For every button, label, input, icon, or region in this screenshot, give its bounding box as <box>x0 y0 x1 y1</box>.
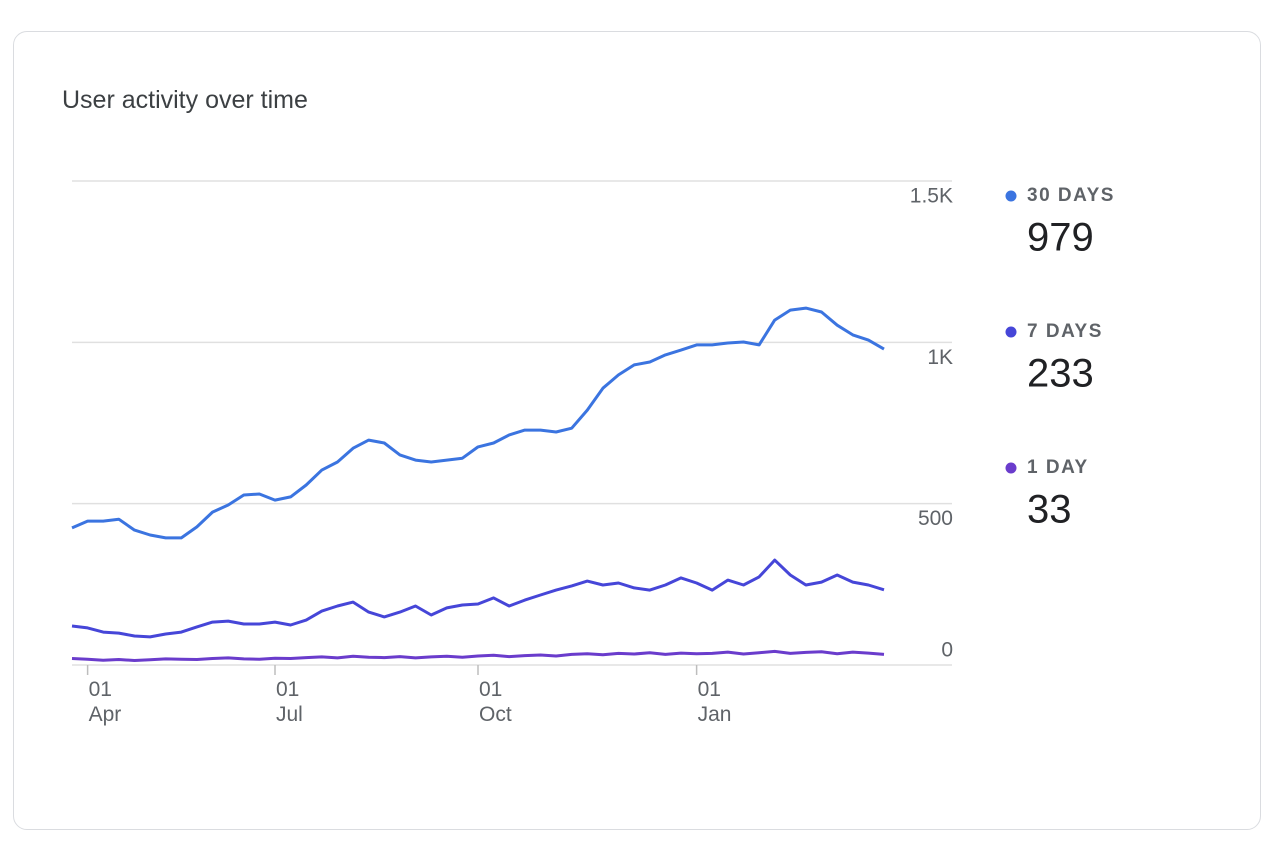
legend-label: 7 DAYS <box>1027 321 1103 342</box>
line <box>71 558 885 639</box>
y-tick-label: 1.5K <box>910 185 953 208</box>
x-tick-label: 01 Jan <box>697 678 732 726</box>
x-tick-label: 01 Apr <box>88 678 122 726</box>
chart-title: User activity over time <box>62 86 308 114</box>
x-tick-label: 01 Oct <box>479 678 512 726</box>
legend-label: 1 DAY <box>1027 457 1089 478</box>
legend-value: 233 <box>1027 352 1094 396</box>
line <box>71 306 885 540</box>
legend-label: 30 DAYS <box>1027 185 1115 206</box>
y-tick-label: 1K <box>927 346 953 369</box>
card <box>13 31 1261 830</box>
legend-dot <box>1005 326 1017 338</box>
y-tick-label: 0 <box>941 639 953 662</box>
legend-dot <box>1005 462 1017 474</box>
legend-value: 33 <box>1027 488 1072 532</box>
y-tick-label: 500 <box>918 507 953 530</box>
line <box>71 649 885 662</box>
x-tick-label: 01 Jul <box>276 678 303 726</box>
legend-dot <box>1005 190 1017 202</box>
legend-value: 979 <box>1027 216 1094 260</box>
